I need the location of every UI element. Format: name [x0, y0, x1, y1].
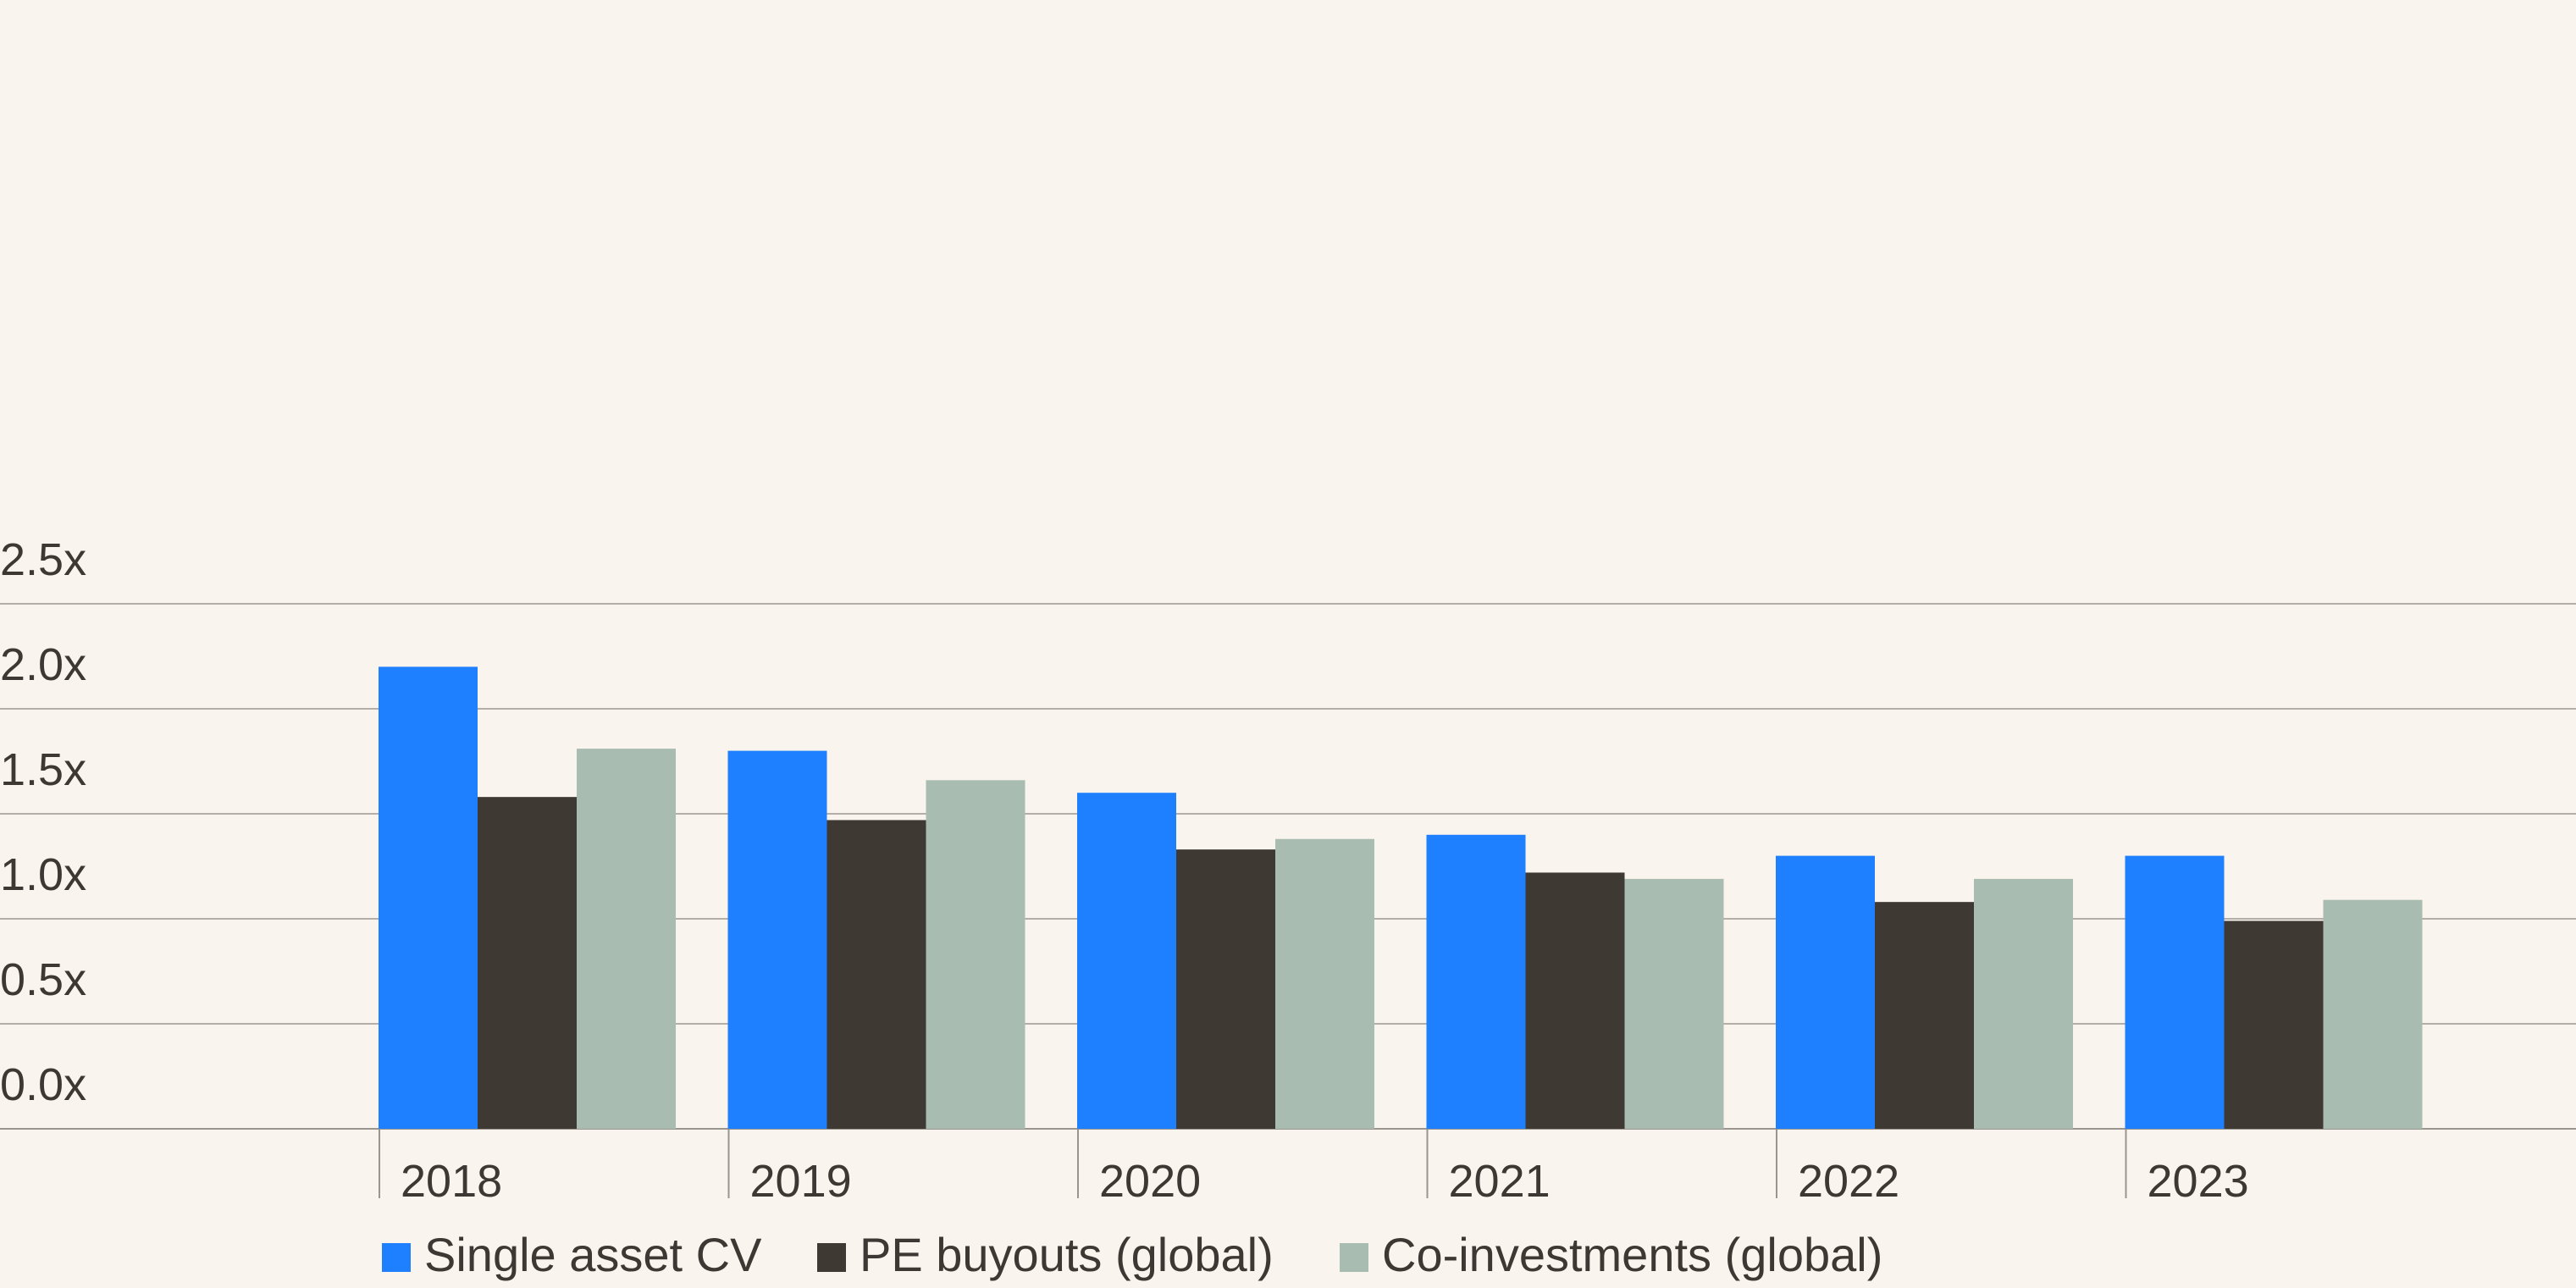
y-tick-label: 0.0x — [0, 1059, 86, 1110]
y-tick-label: 2.0x — [0, 639, 86, 690]
bar-co-investments-global-2020 — [1275, 838, 1374, 1129]
bar-pe-buyouts-global-2021 — [1525, 872, 1625, 1129]
bar-pe-buyouts-global-2020 — [1176, 849, 1275, 1129]
x-tick-label-2023: 2023 — [2148, 1156, 2249, 1207]
y-tick-label: 0.5x — [0, 954, 86, 1005]
y-axis-ticks: 0.0x 0.5x 1.0x 1.5x 2.0x 2.5x — [0, 534, 86, 1110]
bar-single-asset-cv-2019 — [727, 750, 827, 1129]
bar-co-investments-global-2022 — [1974, 878, 2073, 1129]
legend-swatch — [1340, 1243, 1368, 1272]
bar-pe-buyouts-global-2019 — [826, 820, 926, 1129]
bar-single-asset-cv-2023 — [2125, 855, 2225, 1129]
y-tick-label: 1.0x — [0, 849, 86, 900]
legend-swatch — [817, 1243, 846, 1272]
bar-co-investments-global-2019 — [926, 780, 1025, 1129]
bar-single-asset-cv-2022 — [1776, 855, 1875, 1129]
bars — [379, 666, 2423, 1129]
legend-label: PE buyouts (global) — [860, 1228, 1274, 1281]
x-tick-label-2020: 2020 — [1099, 1156, 1201, 1207]
y-tick-label: 1.5x — [0, 744, 86, 795]
bar-pe-buyouts-global-2023 — [2224, 920, 2324, 1129]
x-tick-label-2019: 2019 — [750, 1156, 852, 1207]
legend: Single asset CV PE buyouts (global) Co-inv… — [382, 1228, 1882, 1281]
bar-single-asset-cv-2021 — [1426, 834, 1526, 1129]
bar-single-asset-cv-2020 — [1077, 793, 1176, 1129]
x-tick-label-2022: 2022 — [1798, 1156, 1899, 1207]
x-tick-label-2018: 2018 — [401, 1156, 502, 1207]
bar-single-asset-cv-2018 — [379, 666, 478, 1129]
bar-co-investments-global-2023 — [2323, 899, 2423, 1129]
y-tick-label: 2.5x — [0, 534, 86, 585]
legend-swatch — [382, 1243, 411, 1272]
bar-pe-buyouts-global-2018 — [478, 797, 577, 1129]
x-tick-label-2021: 2021 — [1449, 1156, 1551, 1207]
x-axis-ticks: 2018 2019 2020 2021 2022 2023 — [379, 1129, 2249, 1207]
bar-pe-buyouts-global-2022 — [1875, 902, 1974, 1129]
legend-label: Single asset CV — [424, 1228, 762, 1281]
legend-label: Co-investments (global) — [1382, 1228, 1882, 1281]
bar-co-investments-global-2021 — [1624, 878, 1724, 1129]
bar-co-investments-global-2018 — [577, 749, 676, 1129]
